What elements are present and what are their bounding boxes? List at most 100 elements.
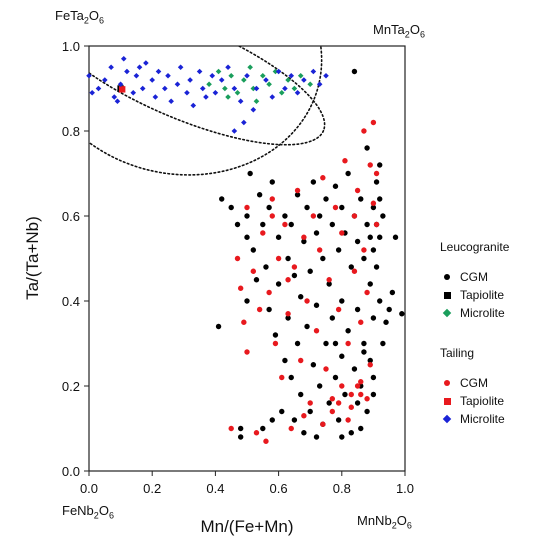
data-point-tailing-cgm <box>288 425 294 432</box>
data-point-tailing-cgm <box>301 413 307 419</box>
data-point-tailing-microlite <box>155 68 162 75</box>
data-point-tailing-microlite <box>174 81 181 88</box>
data-point-tailing-microlite <box>203 94 209 100</box>
data-point-leucogranite-microlite <box>222 85 228 92</box>
data-point-leucogranite-microlite <box>278 89 285 96</box>
data-point-leucogranite-microlite <box>307 81 313 88</box>
square-marker-icon <box>440 289 454 301</box>
data-point-leucogranite-cgm <box>282 213 288 219</box>
data-point-leucogranite-microlite <box>206 81 212 88</box>
data-point-leucogranite-cgm <box>298 391 304 398</box>
x-axis-title: Mn/(Fe+Mn) <box>200 517 293 536</box>
y-tick-label: 0.0 <box>62 464 80 479</box>
data-point-tailing-cgm <box>358 391 364 398</box>
data-point-leucogranite-cgm <box>373 179 380 185</box>
data-point-leucogranite-cgm <box>386 306 392 313</box>
data-point-tailing-microlite <box>177 64 184 71</box>
data-point-leucogranite-microlite <box>285 77 291 83</box>
data-point-tailing-cgm <box>351 213 358 219</box>
data-point-tailing-cgm <box>345 340 351 347</box>
data-point-leucogranite-cgm <box>304 204 310 211</box>
data-point-tailing-microlite <box>196 68 203 75</box>
data-point-tailing-cgm <box>367 162 373 168</box>
data-point-leucogranite-microlite <box>297 72 304 79</box>
data-point-tailing-microlite <box>187 77 193 83</box>
data-point-leucogranite-cgm <box>339 298 345 304</box>
data-point-leucogranite-cgm <box>367 234 373 240</box>
data-point-leucogranite-cgm <box>316 213 323 219</box>
data-point-leucogranite-cgm <box>215 323 222 330</box>
data-point-tailing-microlite <box>241 119 247 126</box>
data-point-tailing-microlite <box>108 64 114 71</box>
data-point-leucogranite-cgm <box>288 221 294 228</box>
data-point-leucogranite-microlite <box>215 68 222 75</box>
x-tick-label: 1.0 <box>396 481 414 496</box>
y-tick-label: 0.4 <box>62 294 80 309</box>
data-point-leucogranite-cgm <box>307 268 313 274</box>
data-point-tailing-cgm <box>237 285 244 291</box>
data-point-tailing-cgm <box>367 362 373 368</box>
x-tick-label: 0.6 <box>270 481 288 496</box>
data-point-tailing-cgm <box>250 268 257 274</box>
data-point-leucogranite-cgm <box>364 221 370 228</box>
data-point-tailing-microlite <box>231 85 238 92</box>
data-point-tailing-microlite <box>218 77 225 83</box>
data-point-leucogranite-cgm <box>250 247 257 253</box>
data-point-tailing-microlite <box>149 77 155 83</box>
data-point-tailing-cgm <box>358 379 364 385</box>
data-point-leucogranite-cgm <box>228 204 234 211</box>
data-point-leucogranite-cgm <box>285 255 291 262</box>
data-point-leucogranite-cgm <box>263 264 269 270</box>
data-point-tailing-cgm <box>282 221 288 228</box>
data-point-leucogranite-cgm <box>282 357 288 364</box>
data-point-leucogranite-cgm <box>342 391 348 398</box>
data-point-tailing-cgm <box>272 340 279 347</box>
legend-entry: Microlite <box>440 410 509 428</box>
data-point-leucogranite-cgm <box>256 192 263 198</box>
axis-ticks: 0.0 0.2 0.4 0.6 0.8 1.0 0.0 0.2 0.4 0.6 0.8 1.0 <box>62 39 414 496</box>
data-point-leucogranite-cgm <box>354 400 361 406</box>
data-point-leucogranite-cgm <box>377 234 383 240</box>
x-tick-label: 0.4 <box>206 481 224 496</box>
x-tick-label: 0.8 <box>333 481 351 496</box>
data-point-leucogranite-cgm <box>373 264 380 270</box>
data-point-tailing-cgm <box>361 247 367 253</box>
data-point-leucogranite-cgm <box>304 323 310 330</box>
data-point-tailing-cgm <box>263 438 269 444</box>
data-point-tailing-microlite <box>190 102 197 109</box>
legend-label: Tapiolite <box>460 288 505 302</box>
data-point-tailing-cgm <box>370 200 377 206</box>
data-point-tailing-cgm <box>332 204 339 211</box>
data-point-leucogranite-cgm <box>253 277 260 283</box>
data-point-leucogranite-cgm <box>370 315 377 321</box>
data-point-tailing-cgm <box>320 421 326 427</box>
data-point-tailing-cgm <box>335 400 342 406</box>
y-tick-label: 0.8 <box>62 124 80 139</box>
data-point-tailing-cgm <box>348 404 354 410</box>
data-point-tailing-cgm <box>234 255 241 262</box>
data-point-tailing-cgm <box>285 311 291 317</box>
data-point-tailing-microlite <box>199 85 206 92</box>
data-point-tailing-cgm <box>294 187 301 194</box>
data-point-leucogranite-cgm <box>244 298 250 304</box>
corner-label-top-right: MnTa2O6 <box>373 22 425 40</box>
data-point-leucogranite-cgm <box>301 238 307 245</box>
data-point-leucogranite-cgm <box>307 408 313 415</box>
data-point-leucogranite-cgm <box>247 170 253 177</box>
data-point-leucogranite-cgm <box>316 383 323 389</box>
data-point-tailing-cgm <box>241 319 247 325</box>
y-tick-label: 0.2 <box>62 379 80 394</box>
data-point-tailing-microlite <box>282 85 288 92</box>
data-point-leucogranite-cgm <box>244 213 250 219</box>
data-point-leucogranite-cgm <box>389 289 396 296</box>
data-point-tailing-cgm <box>301 234 307 240</box>
data-point-leucogranite-cgm <box>269 417 275 423</box>
diamond-marker-icon <box>440 413 454 425</box>
data-point-tailing-cgm <box>291 264 298 270</box>
data-point-leucogranite-cgm <box>326 281 332 287</box>
data-point-leucogranite-cgm <box>326 400 332 406</box>
data-point-leucogranite-cgm <box>364 408 370 415</box>
data-point-tailing-tapiolite <box>118 86 126 93</box>
data-point-leucogranite-cgm <box>301 430 307 436</box>
data-point-leucogranite-microlite <box>253 98 260 105</box>
